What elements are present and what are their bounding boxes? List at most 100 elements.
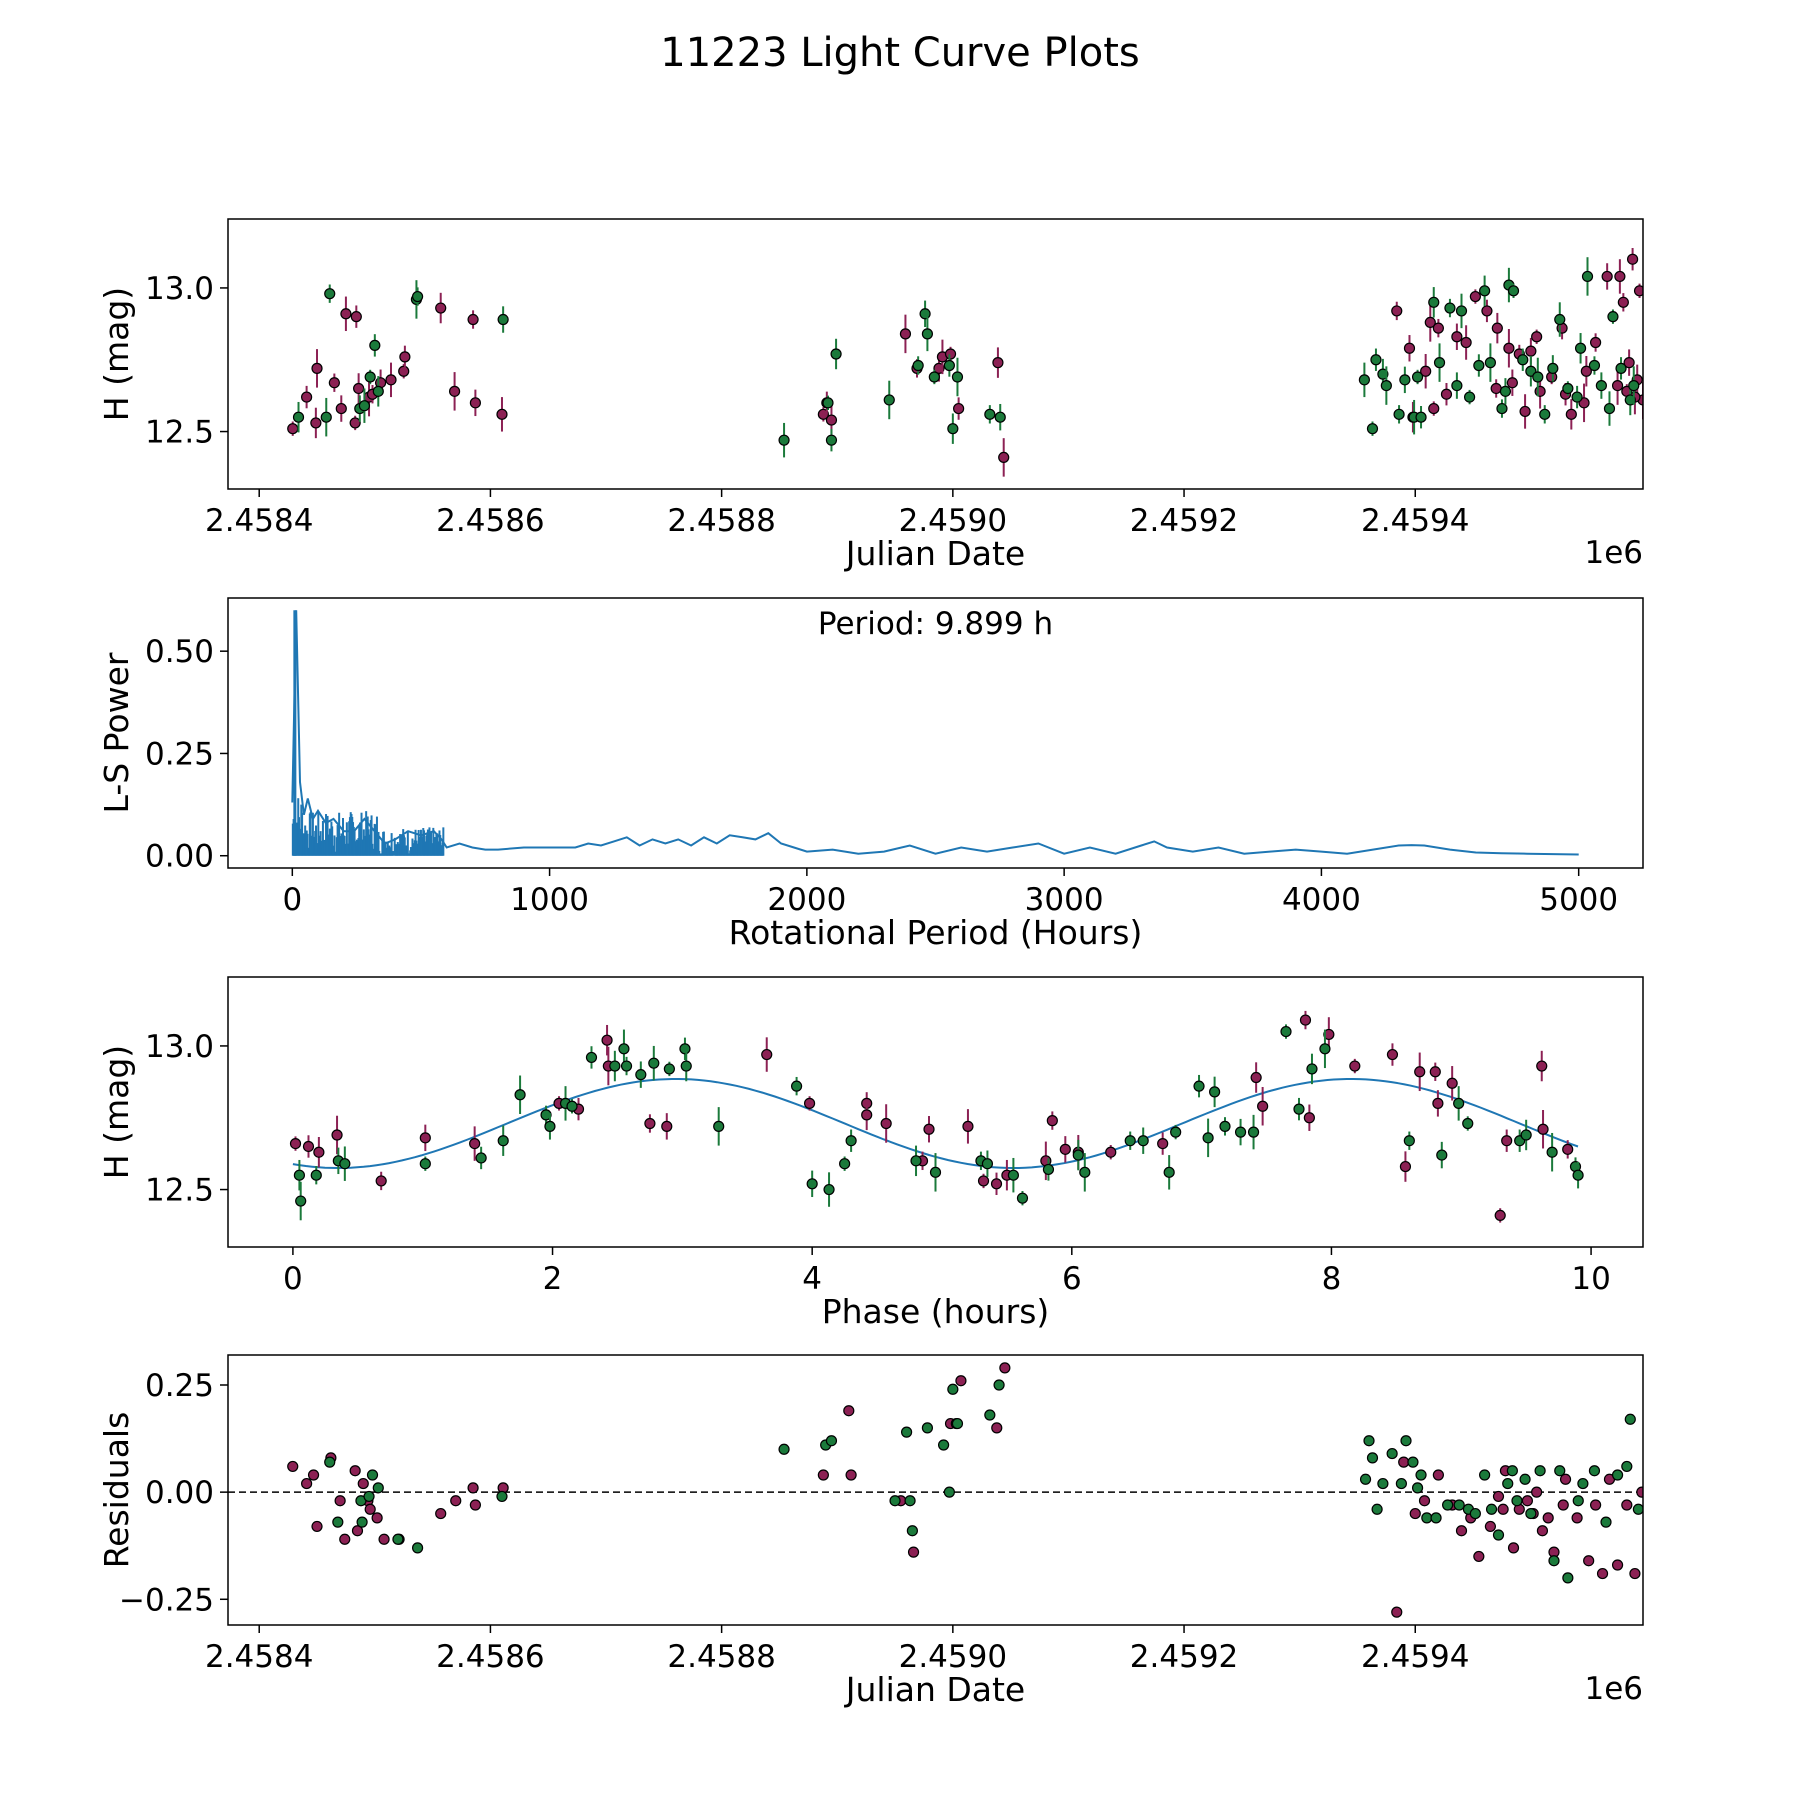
data-point [1532,371,1544,383]
data-point [1319,1043,1331,1055]
data-point [1359,1473,1372,1485]
x-tick-label: 0 [283,1261,303,1297]
x-offset-label: 1e6 [1584,1671,1643,1707]
data-point [301,391,313,403]
data-point [1580,365,1592,377]
data-point [984,408,996,420]
data-point [910,1155,922,1167]
data-point [1590,336,1602,349]
data-point [1484,1520,1497,1533]
data-point [1046,1115,1058,1127]
data-point [919,308,931,320]
data-point [822,397,834,409]
data-point [825,434,838,446]
data-point [943,359,955,372]
data-point [1451,331,1463,343]
data-point [1562,382,1574,395]
plot-area [289,1010,1584,1223]
data-point [1571,1512,1583,1524]
data-point [469,1499,481,1511]
data-point [350,311,362,323]
data-point [1400,1435,1412,1447]
data-point [307,1469,320,1481]
data-point [339,1158,351,1170]
data-point [790,1080,803,1092]
data-point [943,1486,955,1498]
data-point [1042,1163,1055,1176]
data-point [339,1533,351,1545]
y-tick-label: 12.5 [145,1173,214,1209]
data-point [585,1051,598,1064]
data-point [419,1158,431,1170]
data-point [1370,354,1382,366]
data-point [313,1146,325,1158]
data-point [928,371,940,383]
data-point [1572,1495,1584,1507]
data-point [1399,374,1411,386]
data-point [340,308,352,320]
x-tick-label: 2.4586 [436,503,544,539]
data-point [1219,1120,1231,1132]
data-point [1380,379,1392,392]
data-point [1257,1100,1269,1112]
data-point [1629,1567,1641,1580]
data-point [1209,1086,1221,1098]
data-point [1632,1503,1643,1515]
data-point [364,1503,376,1515]
y-tick-label: 0.25 [145,736,214,772]
data-point [372,385,384,397]
data-point [830,348,842,360]
data-point [1595,379,1607,392]
data-point [778,434,790,446]
data-point [1444,302,1456,314]
data-point [1571,391,1583,403]
data-point [375,1175,387,1187]
axes-frame [227,218,1644,490]
data-point [1157,1137,1169,1150]
data-point [1557,1499,1569,1511]
data-point [1421,1512,1433,1524]
data-point [825,414,838,426]
data-point [324,288,336,300]
x-tick-label: 2.4592 [1130,503,1238,539]
data-point [1395,1477,1407,1490]
y-tick-label: 13.0 [145,271,214,307]
data-point [1601,270,1613,283]
data-point [1105,1146,1117,1158]
data-point [1548,1555,1560,1567]
data-point [991,1422,1003,1434]
series-green [292,257,1640,458]
x-tick-label: 5000 [1539,882,1618,918]
data-point [1386,1048,1399,1061]
data-point [1623,357,1635,369]
data-point [1349,1060,1361,1072]
data-point [1490,382,1502,395]
data-point [912,359,924,372]
data-point [1626,253,1639,265]
data-point [994,411,1006,423]
data-point [1007,1169,1019,1181]
x-tick-label: 8 [1322,1261,1342,1297]
data-point [496,408,508,420]
data-point [351,1525,364,1537]
series-green [293,1024,1584,1221]
x-tick-label: 2 [543,1261,563,1297]
data-point [1436,1149,1448,1161]
data-point [1059,1143,1071,1155]
data-point [450,1495,462,1507]
data-point [1611,379,1624,392]
data-point [889,1495,901,1507]
data-point [514,1089,526,1101]
data-point [1415,411,1427,423]
data-point [1574,342,1587,354]
data-point [1460,336,1472,349]
data-point [398,365,410,377]
data-point [1554,1465,1566,1477]
data-point [823,1183,835,1196]
data-point [1234,1126,1247,1138]
x-tick-label: 2.4584 [205,503,313,539]
data-point [1193,1080,1205,1092]
x-tick-label: 10 [1571,1261,1610,1297]
x-offset-label: 1e6 [1584,535,1643,571]
